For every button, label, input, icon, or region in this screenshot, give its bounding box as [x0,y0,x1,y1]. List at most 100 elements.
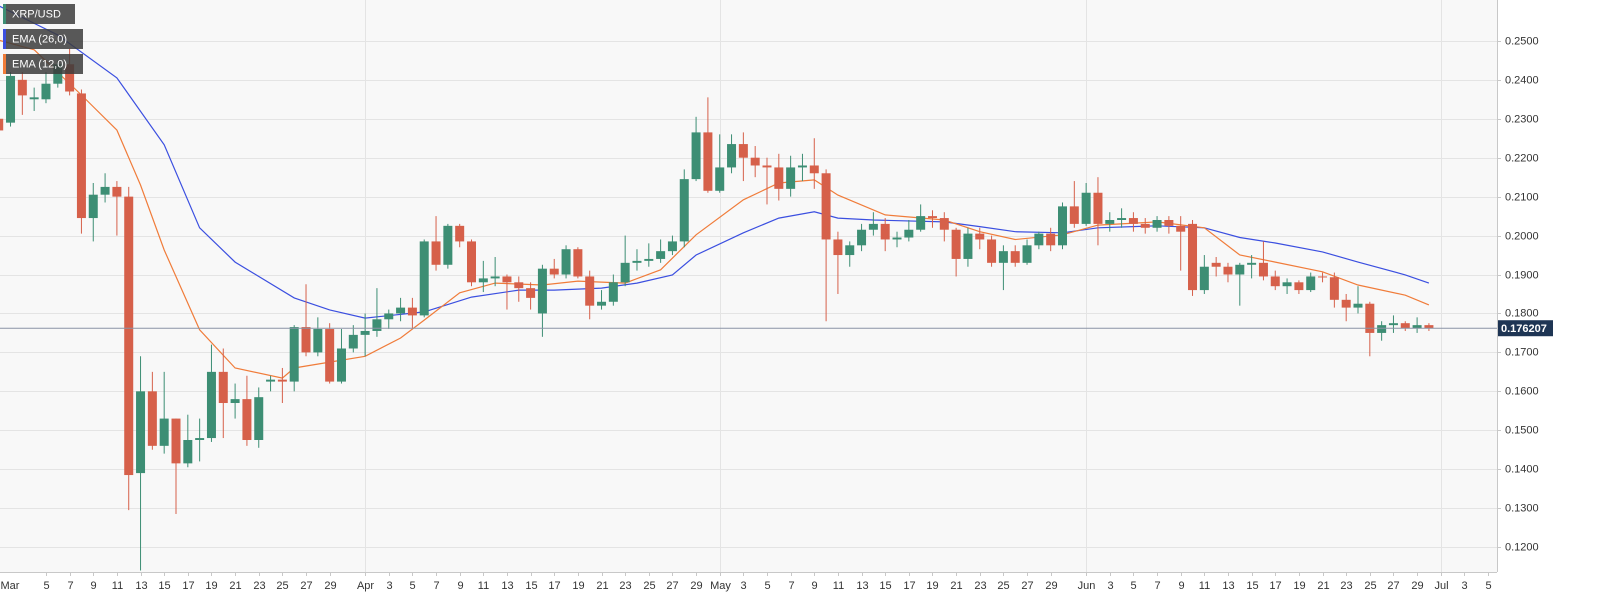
candle-body [1199,266,1209,291]
x-tick-label: 9 [811,580,817,592]
x-tick-label: 25 [276,580,288,592]
x-tick-label: Jul [1434,580,1448,592]
x-tick-label: 13 [856,580,868,592]
x-tick-label: 13 [501,580,513,592]
y-tick-label: 0.2000 [1505,230,1539,242]
x-tick-label: 7 [1154,580,1160,592]
candle-body [88,194,98,219]
candle-body [1306,276,1316,291]
candle-body [573,249,583,277]
candle-body [124,196,134,476]
candle-body [774,167,784,189]
candle-body [963,233,973,259]
x-tick-label: 13 [1222,580,1234,592]
candle-body [490,276,500,279]
x-tick-label: 5 [43,580,49,592]
x-tick-label: 25 [643,580,655,592]
x-tick-label: 3 [740,580,746,592]
candles [0,48,1434,571]
candle-body [419,241,429,316]
legend-box [3,29,83,49]
candle-body [407,307,417,316]
candle-body [526,288,536,298]
legend-label: EMA (12,0) [12,58,67,70]
x-tick-label: 29 [1411,580,1423,592]
x-tick-label: 15 [1246,580,1258,592]
x-tick-label: Mar [1,580,20,592]
last-price-label: 0.176207 [1501,323,1547,335]
x-tick-label: 23 [1340,580,1352,592]
x-tick-label: 23 [619,580,631,592]
candle-body [1247,262,1257,265]
x-tick-label: 5 [409,580,415,592]
candle-body [455,225,465,242]
legend-label: XRP/USD [12,8,61,20]
y-tick-label: 0.1700 [1505,346,1539,358]
candle-body [360,330,370,335]
x-tick-label: 13 [135,580,147,592]
candle-body [136,391,146,474]
candle-body [17,79,27,96]
y-tick-label: 0.2100 [1505,191,1539,203]
candle-body [833,239,843,256]
x-tick-label: 19 [926,580,938,592]
x-tick-label: 11 [478,580,489,592]
candle-body [585,276,595,306]
x-tick-label: 15 [158,580,170,592]
x-tick-label: 29 [324,580,336,592]
legend-swatch [3,54,6,74]
x-tick-label: 5 [764,580,770,592]
candle-body [1341,299,1351,308]
candle-body [171,418,181,464]
x-tick-label: 25 [997,580,1009,592]
last-price-box [1498,320,1553,337]
candle-body [1223,266,1233,275]
candle-body [1258,262,1268,277]
candle-body [727,144,737,168]
candle-body [1105,220,1115,224]
x-tick-label: 19 [572,580,584,592]
candle-body [691,132,701,180]
candle-body [100,186,110,195]
candle-body [857,229,867,246]
candle-body [147,391,157,446]
legend-swatch [3,29,6,49]
x-tick-label: 7 [433,580,439,592]
candle-body [1176,225,1186,232]
x-tick-label: 9 [90,580,96,592]
y-tick-label: 0.2300 [1505,113,1539,125]
candle-body [289,327,299,382]
legend-box [3,4,75,24]
y-tick-label: 0.1400 [1505,463,1539,475]
candle-body [431,241,441,265]
plot-background [0,0,1497,572]
candle-body [667,241,677,252]
candle-body [608,282,618,302]
candle-body [916,216,926,230]
candle-body [1069,206,1079,224]
candle-body [1318,276,1328,278]
candle-body [1388,323,1398,326]
y-tick-label: 0.1300 [1505,502,1539,514]
candle-body [656,251,666,259]
candle-body [1034,233,1044,246]
legend-box [3,54,83,74]
candle-body [1010,251,1020,263]
legend-label: EMA (26,0) [12,33,67,45]
y-tick-label: 0.2200 [1505,152,1539,164]
candle-body [242,399,252,440]
x-tick-label: 21 [950,580,962,592]
candle-body [336,348,346,382]
x-tick-label: 15 [879,580,891,592]
y-tick-label: 0.1500 [1505,424,1539,436]
candle-body [1022,245,1032,263]
candle-body [466,241,476,283]
candle-body [478,278,488,283]
candle-body [797,165,807,168]
candle-body [277,379,287,382]
candle-body [1294,282,1304,291]
candle-body [738,144,748,158]
candle-body [975,233,985,240]
candle-body [1400,323,1410,329]
